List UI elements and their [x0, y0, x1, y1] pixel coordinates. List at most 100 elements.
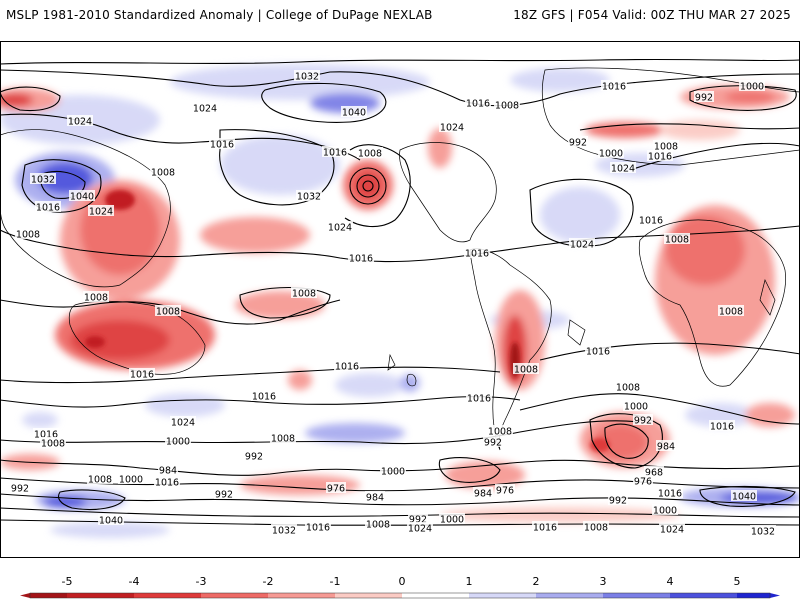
isobar-label: 992 — [244, 450, 264, 463]
isobar-label: 1000 — [380, 465, 406, 478]
svg-text:1032: 1032 — [272, 526, 296, 537]
legend-color-segment — [670, 593, 737, 598]
svg-text:984: 984 — [159, 466, 177, 477]
isobar-label: 1016 — [129, 368, 155, 381]
svg-text:1008: 1008 — [514, 365, 538, 376]
legend-color-segment — [737, 593, 770, 598]
legend-color-segment — [402, 593, 469, 598]
isobar-label: 1016 — [601, 80, 627, 93]
isobar-label: 1008 — [83, 291, 109, 304]
isobar-label: 992 — [214, 488, 234, 501]
isobar-label: 1032 — [296, 190, 322, 203]
isobar-label: 1016 — [647, 150, 673, 163]
isobar-label: 1016 — [348, 252, 374, 265]
svg-text:1040: 1040 — [70, 192, 94, 203]
isobar-label: 1008 — [40, 437, 66, 450]
svg-text:1008: 1008 — [654, 142, 678, 153]
svg-text:1016: 1016 — [602, 82, 626, 93]
svg-text:1040: 1040 — [99, 516, 123, 527]
isobar-label: 984 — [158, 464, 178, 477]
svg-text:1032: 1032 — [295, 72, 319, 83]
svg-text:1008: 1008 — [88, 475, 112, 486]
legend-color-segment — [67, 593, 134, 598]
svg-text:1016: 1016 — [335, 362, 359, 373]
isobar-label: 992 — [10, 482, 30, 495]
svg-text:1016: 1016 — [210, 140, 234, 151]
svg-text:1016: 1016 — [639, 216, 663, 227]
svg-text:1008: 1008 — [41, 439, 65, 450]
svg-text:992: 992 — [695, 93, 713, 104]
isobar-label: 1040 — [341, 106, 367, 119]
isobar-label: 1040 — [731, 490, 757, 503]
svg-text:1016: 1016 — [533, 523, 557, 534]
legend-color-segment — [30, 593, 67, 598]
isobar-label: 992 — [568, 136, 588, 149]
legend-color-segment — [469, 593, 536, 598]
isobar-label: 984 — [656, 440, 676, 453]
isobar-label: 1024 — [170, 416, 196, 429]
svg-text:1032: 1032 — [751, 527, 775, 538]
legend-tick-label: -3 — [196, 575, 207, 588]
legend-tick-label: -4 — [129, 575, 140, 588]
isobar-label: 1016 — [251, 390, 277, 403]
svg-text:1000: 1000 — [119, 475, 143, 486]
isobar-label: 1008 — [87, 473, 113, 486]
svg-text:1000: 1000 — [740, 82, 764, 93]
isobar-label: 1024 — [610, 162, 636, 175]
svg-text:1008: 1008 — [584, 523, 608, 534]
svg-text:1016: 1016 — [155, 478, 179, 489]
isobar-label: 1024 — [192, 102, 218, 115]
svg-text:1032: 1032 — [31, 175, 55, 186]
svg-text:1016: 1016 — [130, 370, 154, 381]
svg-text:1008: 1008 — [665, 235, 689, 246]
isobar-label: 1016 — [466, 392, 492, 405]
svg-text:984: 984 — [657, 442, 675, 453]
isobar-label: 1016 — [464, 247, 490, 260]
svg-text:1016: 1016 — [252, 392, 276, 403]
isobar-label: 1008 — [513, 363, 539, 376]
isobar-label: 968 — [644, 466, 664, 479]
isobar-label: 1016 — [209, 138, 235, 151]
svg-text:1040: 1040 — [732, 492, 756, 503]
isobar-label: 1008 — [15, 228, 41, 241]
legend-right-arrow — [770, 593, 780, 598]
svg-text:976: 976 — [327, 484, 345, 495]
legend-tick-label: 2 — [533, 575, 540, 588]
isobar-label: 1032 — [271, 524, 297, 537]
isobar-label: 984 — [473, 487, 493, 500]
legend-ticks: -5 -4 -3 -2 -1 0 1 2 3 4 5 — [62, 575, 741, 588]
legend-tick-label: 0 — [399, 575, 406, 588]
isobar-label: 1008 — [270, 432, 296, 445]
isobar-label: 1032 — [750, 525, 776, 538]
svg-text:1016: 1016 — [466, 99, 490, 110]
svg-text:1008: 1008 — [292, 289, 316, 300]
svg-text:1016: 1016 — [710, 422, 734, 433]
svg-text:992: 992 — [609, 496, 627, 507]
legend-color-segment — [335, 593, 402, 598]
svg-text:1008: 1008 — [488, 427, 512, 438]
svg-text:1008: 1008 — [16, 230, 40, 241]
svg-text:1024: 1024 — [408, 524, 432, 535]
run-info: 18Z GFS | F054 Valid: 00Z THU MAR 27 202… — [513, 8, 791, 22]
legend-color-segment — [201, 593, 268, 598]
svg-text:1016: 1016 — [648, 152, 672, 163]
svg-text:1008: 1008 — [719, 307, 743, 318]
isobar-label: 1024 — [569, 238, 595, 251]
isobar-label: 1016 — [33, 428, 59, 441]
legend-tick-label: 1 — [466, 575, 473, 588]
svg-text:1000: 1000 — [624, 402, 648, 413]
isobar-label: 1016 — [154, 476, 180, 489]
isobar-label: 1016 — [322, 146, 348, 159]
svg-text:1008: 1008 — [151, 168, 175, 179]
svg-text:1016: 1016 — [34, 430, 58, 441]
svg-text:992: 992 — [484, 438, 502, 449]
isobar-label: 976 — [326, 482, 346, 495]
isobar-label: 1000 — [165, 435, 191, 448]
isobar-label: 1024 — [67, 115, 93, 128]
svg-text:984: 984 — [474, 489, 492, 500]
isobar-label: 1000 — [739, 80, 765, 93]
isobar-label: 976 — [495, 484, 515, 497]
svg-text:1008: 1008 — [156, 307, 180, 318]
isobar-label: 992 — [694, 91, 714, 104]
isobar-label: 1000 — [439, 513, 465, 526]
